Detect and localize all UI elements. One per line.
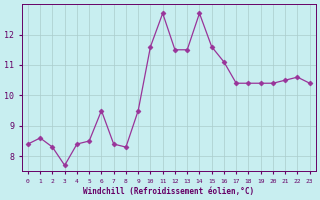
X-axis label: Windchill (Refroidissement éolien,°C): Windchill (Refroidissement éolien,°C) (83, 187, 254, 196)
